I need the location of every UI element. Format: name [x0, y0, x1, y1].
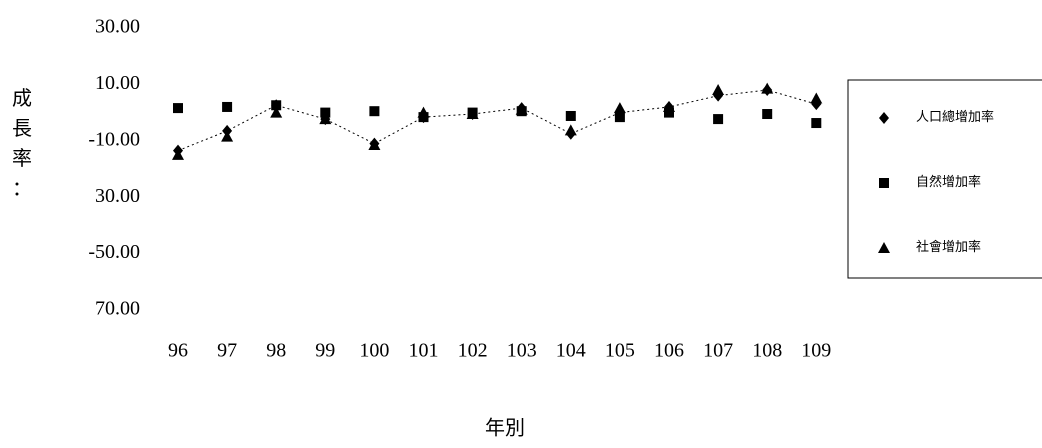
x-tick-label: 98 [266, 340, 286, 362]
x-tick-label: 101 [409, 340, 439, 362]
x-tick-label: 109 [801, 340, 831, 362]
triangle-marker [810, 92, 823, 104]
square-marker [565, 110, 576, 121]
triangle-marker [712, 84, 725, 96]
legend-label: 自然增加率 [916, 174, 981, 189]
square-marker [713, 114, 724, 125]
x-tick-label: 97 [217, 340, 237, 362]
y-axis-label: 成長率： [12, 87, 32, 200]
y-tick-label: -50.00 [88, 241, 140, 263]
x-tick-label: 106 [654, 340, 684, 362]
triangle-marker [515, 103, 528, 115]
legend-box [847, 79, 1042, 279]
square-marker [879, 178, 889, 188]
triangle-marker [564, 124, 577, 136]
square-marker [173, 103, 183, 114]
triangle-marker [613, 102, 626, 114]
y-tick-label: 30.00 [95, 185, 140, 207]
square-marker [614, 112, 625, 123]
x-tick-label: 107 [703, 340, 733, 362]
square-marker [762, 109, 773, 120]
x-tick-label: 103 [507, 340, 537, 362]
series-line [177, 89, 817, 152]
x-tick-label: 108 [752, 340, 782, 362]
square-marker [811, 118, 822, 129]
x-tick-label: 104 [556, 340, 586, 362]
triangle-marker [172, 148, 184, 160]
triangle-marker [417, 106, 430, 118]
legend-label: 人口總增加率 [916, 109, 994, 124]
triangle-marker [878, 242, 890, 253]
y-tick-label: 70.00 [95, 298, 140, 320]
square-marker [320, 107, 331, 118]
triangle-marker [761, 82, 774, 94]
square-marker [271, 100, 282, 111]
square-marker [664, 107, 674, 118]
square-marker [369, 106, 380, 117]
y-tick-label: 30.00 [95, 16, 140, 38]
y-tick-label: 10.00 [95, 72, 140, 94]
x-tick-label: 105 [605, 340, 635, 362]
x-tick-label: 99 [315, 340, 335, 362]
legend-label: 社會增加率 [916, 239, 981, 254]
triangle-marker [663, 100, 675, 112]
triangle-marker [319, 113, 332, 125]
square-marker [222, 101, 233, 112]
x-tick-label: 96 [168, 340, 188, 362]
x-tick-label: 102 [458, 340, 488, 362]
triangle-marker [466, 108, 479, 120]
x-axis-label: 年別 [485, 417, 525, 440]
triangle-marker [368, 139, 381, 151]
diamond-marker [879, 112, 889, 124]
x-tick-label: 100 [359, 340, 389, 362]
y-tick-label: -10.00 [88, 128, 140, 150]
triangle-marker [221, 130, 234, 142]
triangle-marker [270, 106, 283, 118]
